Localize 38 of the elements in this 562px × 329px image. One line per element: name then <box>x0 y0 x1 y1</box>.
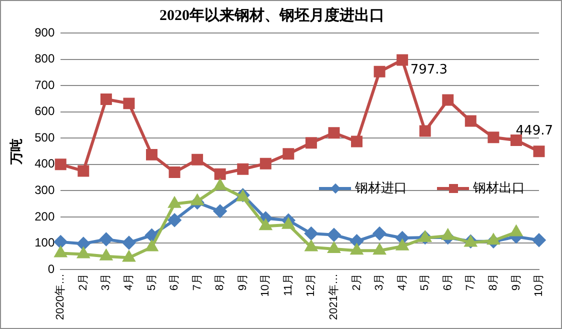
x-tick-label: 3月 <box>374 274 386 291</box>
x-tick-label: 2月 <box>77 274 90 291</box>
y-tick-label: 700 <box>34 78 55 92</box>
data-label: 449.7 <box>516 124 553 139</box>
y-tick-label: 600 <box>34 104 55 118</box>
x-tick-label: 4月 <box>396 274 408 291</box>
x-tick-label: 8月 <box>487 274 500 291</box>
x-tick-label: 8月 <box>214 274 226 291</box>
x-tick-label: 6月 <box>168 274 181 291</box>
x-tick-label: 2021年… <box>328 274 340 320</box>
y-tick-label: 100 <box>34 236 55 250</box>
y-tick-label: 900 <box>34 25 55 40</box>
legend-label: 钢材出口 <box>473 180 525 197</box>
x-tick-label: 9月 <box>510 274 522 291</box>
y-axis-title: 万吨 <box>8 138 24 166</box>
x-tick-label: 7月 <box>464 274 477 291</box>
x-tick-label: 10月 <box>260 274 272 297</box>
x-tick-label: 5月 <box>419 274 432 291</box>
y-tick-label: 200 <box>34 209 55 224</box>
x-tick-label: 6月 <box>442 274 454 291</box>
x-tick-label: 11月 <box>282 274 294 296</box>
x-tick-label: 4月 <box>122 274 135 291</box>
legend-label: 钢材进口 <box>355 180 407 197</box>
y-tick-label: 400 <box>34 156 55 171</box>
y-tick-label: 800 <box>34 52 55 66</box>
y-tick-label: 300 <box>34 183 55 197</box>
y-tick-label: 0 <box>48 262 55 276</box>
x-tick-label: 7月 <box>191 274 204 291</box>
x-tick-label: 3月 <box>100 274 112 291</box>
x-tick-label: 12月 <box>305 274 318 297</box>
x-tick-label: 9月 <box>236 274 249 291</box>
x-tick-label: 2020年… <box>54 274 67 320</box>
data-label: 797.3 <box>410 62 448 78</box>
chart-title: 2020年以来钢材、钢坯月度进出口 <box>160 6 384 24</box>
x-tick-label: 5月 <box>146 274 158 291</box>
x-tick-label: 2月 <box>350 274 363 291</box>
y-tick-label: 500 <box>34 130 55 144</box>
x-tick-label: 10月 <box>533 274 546 297</box>
